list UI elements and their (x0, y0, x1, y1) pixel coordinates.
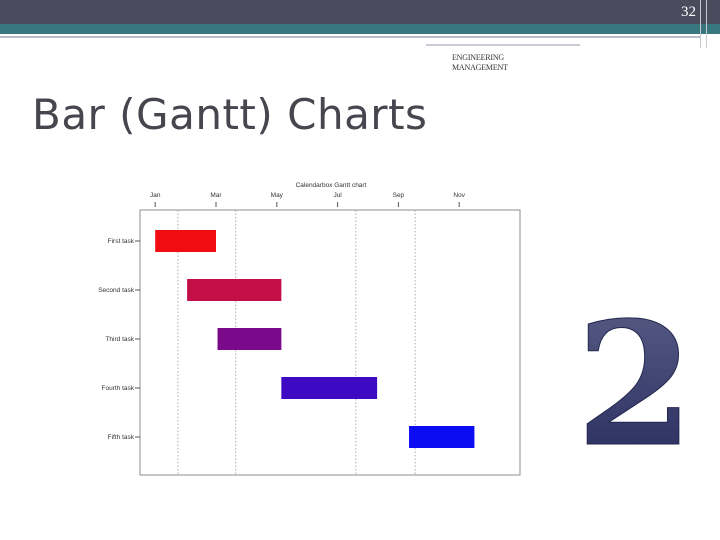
x-tick-label: Nov (453, 192, 465, 199)
task-label: Fifth task (108, 434, 135, 441)
header-rule-short (426, 44, 580, 46)
slide-title: Bar (Gantt) Charts (32, 90, 428, 139)
x-tick-label: Mar (210, 192, 222, 199)
task-label: First task (108, 238, 135, 245)
task-label: Third task (105, 336, 134, 343)
task-label: Second task (98, 287, 135, 294)
x-axis-ticks: Jan Mar May Jul Sep Nov (150, 192, 466, 207)
x-tick-label: Jan (150, 192, 161, 199)
task-bar (281, 377, 378, 399)
task-bar (409, 426, 475, 448)
right-edge-rule (700, 0, 701, 48)
chart-title: Calendarbox Gantt chart (296, 182, 367, 189)
task-bar (217, 328, 282, 350)
number-two-graphic: 2 (575, 300, 694, 460)
plot-frame (139, 209, 521, 476)
task-label: Fourth task (101, 385, 134, 392)
task-labels: First task Second task Third task Fourth ta… (98, 238, 140, 441)
x-tick-label: Jul (333, 192, 342, 199)
numeral-two: 2 (576, 300, 694, 460)
gantt-chart: Calendarbox Gantt chart Jan Mar May Jul Sep N… (98, 182, 521, 476)
task-bar (187, 279, 282, 301)
header-rule (0, 36, 700, 38)
x-tick-label: May (271, 192, 284, 199)
teal-accent-band (0, 24, 720, 34)
page-number: 32 (681, 4, 696, 20)
x-tick-label: Sep (393, 192, 405, 199)
task-bar (155, 230, 216, 252)
task-bars (155, 230, 475, 448)
right-edge-rule-outer (706, 0, 707, 48)
course-subject: ENGINEERING MANAGEMENT (452, 53, 508, 72)
title-bar-band (0, 0, 720, 24)
